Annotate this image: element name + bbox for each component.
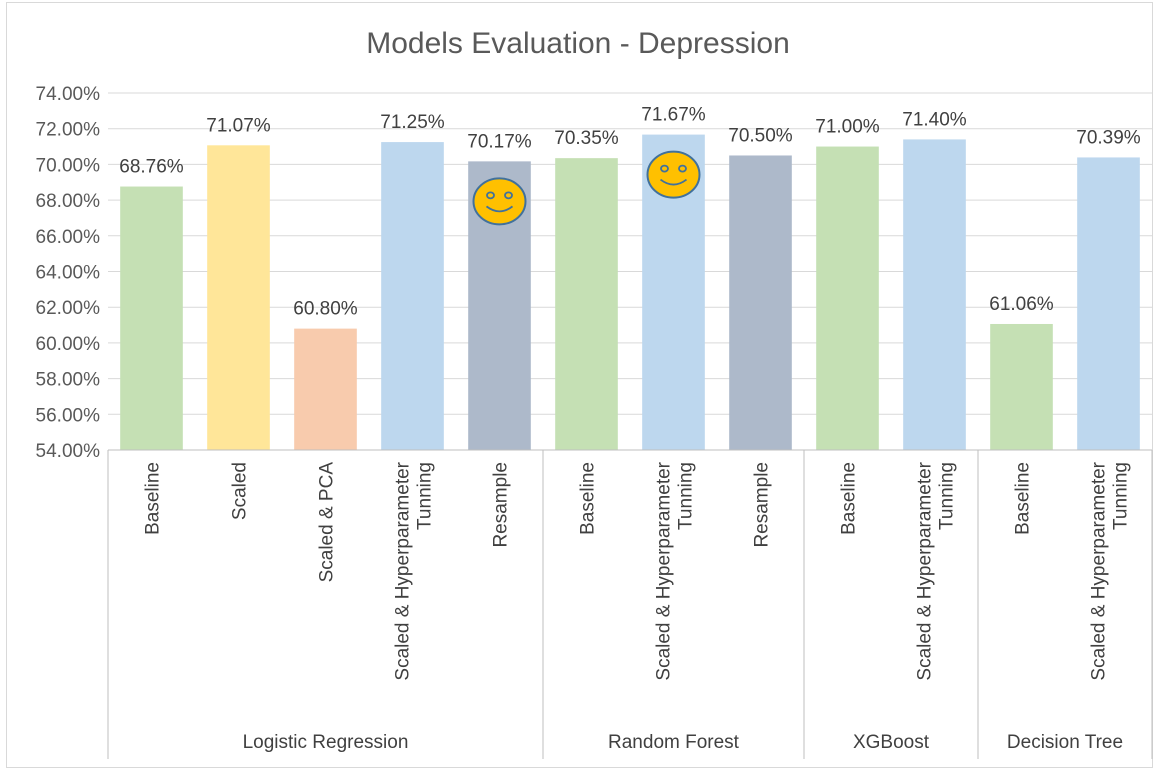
- data-label: 60.80%: [293, 299, 358, 320]
- category-label-group: Baseline: [1013, 462, 1034, 535]
- smiley-eye: [678, 164, 687, 173]
- group-label: Decision Tree: [1007, 732, 1123, 753]
- group-label: Logistic Regression: [243, 732, 409, 753]
- data-label: 68.76%: [119, 157, 184, 178]
- bar: [903, 139, 966, 450]
- category-label: Scaled & Hyperparameter: [654, 461, 675, 680]
- category-label: Scaled & PCA: [317, 462, 338, 583]
- smiley-eye: [486, 191, 495, 200]
- smiley-icon: [472, 177, 527, 226]
- category-label-group: Baseline: [578, 462, 599, 535]
- y-tick-label: 64.00%: [36, 263, 101, 284]
- bar: [816, 146, 879, 451]
- category-label: Tunning: [415, 462, 436, 530]
- category-label-group: Scaled & Hyperparameter Tunning: [915, 461, 958, 680]
- smiley-eye: [660, 164, 669, 173]
- data-label: 71.07%: [206, 115, 271, 136]
- data-label: 70.17%: [467, 131, 532, 152]
- smiley-face: [646, 150, 701, 199]
- category-label: Scaled & Hyperparameter: [1089, 461, 1110, 680]
- category-label-group: Scaled: [230, 462, 251, 520]
- data-label: 71.00%: [815, 117, 880, 138]
- data-label: 70.39%: [1076, 127, 1141, 148]
- category-label-group: Scaled & Hyperparameter Tunning: [1089, 461, 1132, 680]
- category-label: Baseline: [578, 462, 599, 535]
- bar: [120, 186, 183, 450]
- category-label-group: Scaled & Hyperparameter Tunning: [393, 461, 436, 680]
- category-label: Resample: [491, 462, 512, 548]
- bar: [729, 155, 792, 450]
- category-label: Baseline: [839, 462, 860, 535]
- data-label: 61.06%: [989, 294, 1054, 315]
- category-label: Scaled & Hyperparameter: [915, 461, 936, 680]
- data-label: 71.40%: [902, 109, 967, 130]
- bar: [381, 142, 444, 450]
- category-label: Tunning: [1111, 462, 1132, 530]
- category-label-group: Resample: [491, 462, 512, 548]
- category-label: Baseline: [1013, 462, 1034, 535]
- category-label-group: Scaled & Hyperparameter Tunning: [654, 461, 697, 680]
- smiley-mouth: [659, 178, 688, 186]
- y-tick-label: 68.00%: [36, 191, 101, 212]
- y-tick-label: 70.00%: [36, 155, 101, 176]
- data-label: 71.67%: [641, 105, 706, 126]
- category-label-group: Baseline: [839, 462, 860, 535]
- y-tick-label: 60.00%: [36, 334, 101, 355]
- category-label: Baseline: [143, 462, 164, 535]
- group-label: Random Forest: [608, 732, 740, 753]
- y-tick-label: 54.00%: [36, 441, 101, 462]
- chart-title: Models Evaluation - Depression: [366, 27, 790, 60]
- bar: [294, 328, 357, 450]
- category-label-group: Baseline: [143, 462, 164, 535]
- smiley-eye: [504, 191, 513, 200]
- smiley-face: [472, 177, 527, 226]
- y-tick-label: 58.00%: [36, 370, 101, 391]
- y-tick-label: 72.00%: [36, 120, 101, 141]
- y-tick-label: 74.00%: [36, 84, 101, 105]
- category-label-group: Scaled & PCA: [317, 462, 338, 583]
- data-label: 70.35%: [554, 128, 619, 149]
- y-tick-label: 62.00%: [36, 298, 101, 319]
- category-label: Tunning: [937, 462, 958, 530]
- category-label-group: Resample: [752, 462, 773, 548]
- bar: [207, 145, 270, 450]
- smiley-icon: [646, 150, 701, 199]
- y-tick-label: 56.00%: [36, 405, 101, 426]
- chart-frame: Models Evaluation - Depression 68.76% 71.…: [6, 2, 1153, 768]
- category-label: Tunning: [676, 462, 697, 530]
- data-label: 71.25%: [380, 112, 445, 133]
- bar: [1077, 157, 1140, 450]
- y-tick-label: 66.00%: [36, 227, 101, 248]
- category-label: Resample: [752, 462, 773, 548]
- group-label: XGBoost: [853, 732, 930, 753]
- bar: [555, 158, 618, 450]
- smiley-mouth: [485, 205, 514, 213]
- category-label: Scaled & Hyperparameter: [393, 461, 414, 680]
- data-label: 70.50%: [728, 125, 793, 146]
- bar-chart: Models Evaluation - Depression 68.76% 71.…: [36, 27, 1153, 759]
- category-label: Scaled: [230, 462, 251, 520]
- bar: [990, 323, 1053, 450]
